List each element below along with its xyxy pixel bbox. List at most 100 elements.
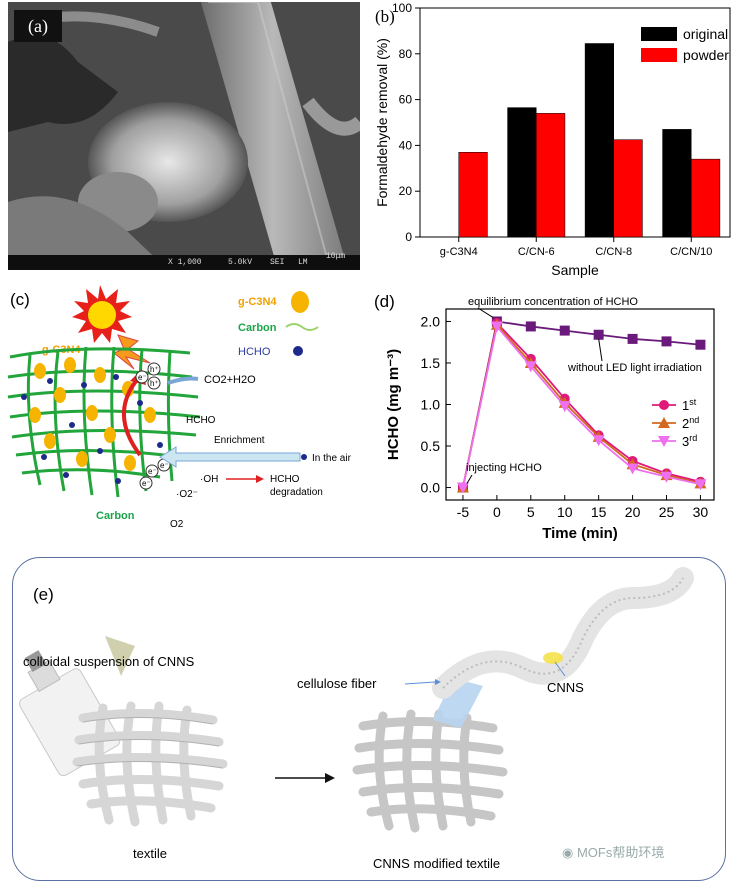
oh-radical-label: ·OH <box>200 474 218 485</box>
y-tick-label: 60 <box>399 93 413 107</box>
sem-scale-text: 10μm <box>326 252 346 261</box>
x-tick-label: C/CN/10 <box>670 246 712 258</box>
x-tick-label: 5 <box>527 504 535 520</box>
svg-text:e⁻: e⁻ <box>142 479 151 488</box>
y-tick-label: 1.0 <box>421 397 441 413</box>
bar-powder <box>536 113 566 238</box>
mechanism-schematic: (c) g-C3N4 Carbon HCHO g-C3N4 e⁻ h⁺ h⁺ <box>7 285 352 530</box>
data-point <box>661 336 672 347</box>
carbon-mesh <box>7 346 201 498</box>
degradation-label-line2: degradation <box>270 487 323 498</box>
bar-powder <box>691 158 721 238</box>
legend-label: 2nd <box>682 415 699 431</box>
data-point <box>490 321 503 333</box>
x-tick-label: 15 <box>591 504 607 520</box>
sem-magnification: X 1,000 <box>168 258 202 267</box>
x-axis-label: Sample <box>551 262 599 278</box>
equilibrium-arrow <box>477 307 494 318</box>
sem-voltage: 5.0kV <box>228 258 253 267</box>
o2-label: O2 <box>170 519 184 530</box>
series-line-2 <box>462 322 701 488</box>
y-tick-label: 0.5 <box>421 438 441 454</box>
series-line-1 <box>462 321 701 488</box>
sem-info-bar: X 1,000 5.0kV SEI LM 10μm <box>8 252 360 270</box>
injecting-arrow <box>466 474 473 484</box>
sem-detector: LM <box>298 258 308 267</box>
x-tick-label: g-C3N4 <box>440 246 478 258</box>
y-tick-label: 0 <box>405 230 412 244</box>
no-light-arrow <box>598 338 603 362</box>
cellulose-fiber-icon <box>432 567 694 699</box>
y-tick-label: 100 <box>392 1 412 15</box>
textile-plain-icon <box>72 701 228 827</box>
panel-b-label: (b) <box>375 7 395 26</box>
data-point <box>626 463 639 475</box>
x-tick-label: 25 <box>659 504 675 520</box>
y-tick-label: 2.0 <box>421 313 441 329</box>
enrichment-arrow <box>159 446 301 468</box>
in-air-label: In the air <box>312 453 352 464</box>
y-axis-label: HCHO (mg m⁻³) <box>385 349 402 460</box>
sem-micrograph: (a) X 1,000 5.0kV SEI LM 10μm <box>8 2 360 270</box>
y-tick-label: 20 <box>399 184 413 198</box>
modified-textile-label: CNNS modified textile <box>373 856 500 871</box>
electron-transfer-arrow <box>122 379 142 457</box>
panel-d-label: (d) <box>374 292 395 311</box>
series-line-0 <box>462 320 701 488</box>
hcho-label: HCHO <box>186 415 216 426</box>
legend-label: 3rd <box>682 433 697 449</box>
panel-c-label: (c) <box>10 290 30 309</box>
x-tick-label: C/CN-8 <box>595 246 632 258</box>
textile-label: textile <box>133 846 167 861</box>
panel-e-label: (e) <box>33 585 54 604</box>
data-point <box>456 482 469 494</box>
bar-powder <box>458 152 488 238</box>
superoxide-label: ·O2⁻ <box>176 489 198 500</box>
enrichment-label: Enrichment <box>214 435 265 446</box>
sem-texture <box>8 2 360 270</box>
watermark: ◉ MOFs帮助环境 <box>562 842 664 861</box>
svg-text:h⁺: h⁺ <box>150 365 159 374</box>
no-light-annotation: without LED light irradiation <box>567 362 702 374</box>
textile-modified-icon <box>352 709 508 833</box>
series-line-3 <box>462 324 701 488</box>
hcho-molecule-icon <box>293 346 303 356</box>
legend-carbon: Carbon <box>238 322 277 334</box>
legend-label-original: original <box>683 26 728 42</box>
legend-label: 1st <box>682 397 697 413</box>
hcho-dots <box>21 374 163 484</box>
legend-swatch-original <box>641 27 677 41</box>
data-point <box>695 339 706 350</box>
charge-carriers-bottom: e⁻ e⁻ e⁻ <box>139 458 171 490</box>
x-axis-label: Time (min) <box>542 525 618 542</box>
legend-marker <box>658 417 670 428</box>
panel-e-frame: (e) colloidal suspension of CNNS textile <box>12 557 726 881</box>
x-tick-label: 30 <box>693 504 709 520</box>
bar-powder <box>613 139 643 238</box>
x-tick-label: 10 <box>557 504 573 520</box>
panel-a-label: (a) <box>14 10 62 42</box>
data-point <box>627 333 638 344</box>
lightning-icon <box>113 334 151 370</box>
sem-mode: SEI <box>270 258 285 267</box>
cellulose-label: cellulose fiber <box>297 676 377 691</box>
legend-marker <box>659 400 669 410</box>
colloidal-label: colloidal suspension of CNNS <box>23 654 195 669</box>
x-tick-label: 20 <box>625 504 641 520</box>
legend-hcho: HCHO <box>238 346 271 358</box>
legend-swatch-powder <box>641 48 677 62</box>
y-tick-label: 80 <box>399 47 413 61</box>
x-tick-label: -5 <box>457 504 470 520</box>
watermark-text: MOFs帮助环境 <box>576 845 665 860</box>
data-point <box>525 321 536 332</box>
legend-marker <box>658 436 670 447</box>
bar-original <box>584 43 614 238</box>
cnns-label: CNNS <box>547 680 584 695</box>
plot-frame <box>419 7 731 238</box>
svg-text:h⁺: h⁺ <box>150 379 159 388</box>
data-point <box>593 329 604 340</box>
svg-text:e⁻: e⁻ <box>138 373 147 382</box>
y-axis-label: Formaldehyde removal (%) <box>374 38 390 207</box>
svg-text:e⁻: e⁻ <box>148 467 157 476</box>
x-tick-label: C/CN-6 <box>518 246 555 258</box>
